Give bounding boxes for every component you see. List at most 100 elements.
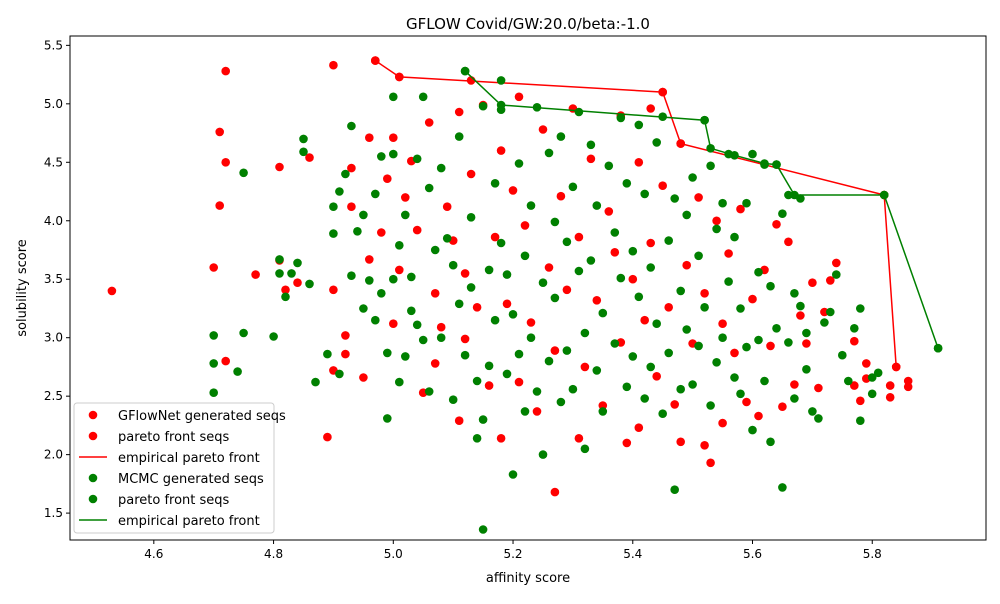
data-point (454, 107, 464, 117)
data-point (407, 306, 416, 316)
data-point (772, 220, 781, 229)
legend-label: pareto front seqs (118, 493, 230, 508)
data-point (616, 113, 626, 123)
data-point (598, 308, 608, 318)
data-point (640, 315, 649, 325)
data-point (646, 238, 655, 248)
data-point (454, 132, 464, 141)
data-point (634, 423, 644, 433)
data-point (454, 416, 464, 426)
data-point (281, 285, 290, 295)
data-point (736, 304, 745, 313)
data-point (424, 387, 434, 396)
data-point (424, 118, 434, 127)
data-point (514, 349, 524, 359)
data-point (784, 338, 793, 347)
data-point (365, 133, 374, 142)
data-point (580, 444, 590, 454)
data-point (694, 251, 703, 261)
data-point (221, 356, 230, 366)
data-point (682, 210, 691, 220)
data-point (472, 303, 482, 312)
data-point (712, 216, 721, 226)
chart-title: GFLOW Covid/GW:20.0/beta:-1.0 (406, 15, 650, 33)
data-point (604, 161, 614, 171)
data-point (754, 335, 763, 345)
data-point (790, 289, 799, 298)
data-point (748, 294, 757, 304)
data-point (730, 348, 739, 358)
data-point (275, 269, 284, 278)
data-point (233, 367, 242, 376)
legend-item: empirical pareto front (79, 514, 260, 529)
data-point (784, 190, 793, 200)
data-point (239, 328, 248, 338)
data-point (604, 207, 614, 216)
data-point (335, 369, 344, 379)
data-point (688, 380, 697, 389)
data-point (215, 127, 224, 137)
data-point (436, 333, 446, 343)
data-point (670, 194, 679, 203)
data-point (688, 173, 697, 182)
legend-label: MCMC generated seqs (118, 472, 264, 487)
chart-axes: 4.6 4.8 5.0 5.2 5.4 5.6 5.8 1.5 2.0 2.5 3.0 3.5 4.0 4… (44, 38, 882, 561)
data-point (389, 92, 398, 102)
data-point (460, 350, 470, 360)
data-point (430, 245, 440, 255)
data-point (700, 289, 709, 298)
data-point (251, 270, 260, 279)
data-point (341, 349, 350, 359)
data-point (538, 450, 548, 459)
data-point (269, 332, 278, 341)
data-point (514, 159, 524, 168)
data-point (586, 256, 596, 265)
legend-item: pareto front seqs (88, 430, 230, 445)
data-point (891, 362, 901, 372)
data-point (305, 279, 314, 289)
data-point (383, 174, 392, 183)
data-point (508, 310, 518, 319)
data-point (586, 154, 596, 164)
data-point (436, 322, 446, 332)
data-point (407, 272, 416, 282)
legend-marker-swatch (88, 473, 98, 483)
legend-item: GFlowNet generated seqs (88, 409, 286, 424)
legend-item: MCMC generated seqs (88, 472, 264, 487)
data-point (718, 333, 727, 343)
data-point (365, 276, 374, 285)
data-point (550, 217, 560, 227)
data-point (586, 140, 596, 150)
data-point (766, 281, 775, 291)
data-point (742, 397, 751, 407)
legend-marker-swatch (88, 410, 98, 420)
data-point (107, 286, 117, 296)
y-tick-label: 5.5 (44, 38, 63, 52)
data-point (568, 182, 578, 192)
data-point (718, 418, 727, 428)
data-point (556, 397, 566, 407)
data-point (323, 432, 332, 442)
data-point (460, 334, 470, 344)
data-point (472, 376, 482, 386)
legend-label: empirical pareto front (118, 451, 260, 466)
data-point (466, 283, 476, 292)
data-point (676, 384, 685, 394)
data-point (329, 202, 338, 211)
data-point (389, 319, 398, 329)
data-point (628, 246, 638, 256)
x-axis-label: affinity score (486, 571, 570, 586)
x-tick-label: 5.6 (743, 547, 762, 561)
data-point (502, 270, 512, 279)
x-tick-label: 5.4 (623, 547, 642, 561)
data-point (412, 154, 422, 164)
data-point (867, 373, 877, 382)
data-point (706, 161, 715, 171)
data-point (694, 341, 703, 351)
data-point (335, 187, 344, 196)
data-point (562, 285, 572, 295)
y-tick-label: 2.0 (44, 448, 63, 462)
data-point (550, 346, 560, 355)
data-point (401, 210, 410, 220)
